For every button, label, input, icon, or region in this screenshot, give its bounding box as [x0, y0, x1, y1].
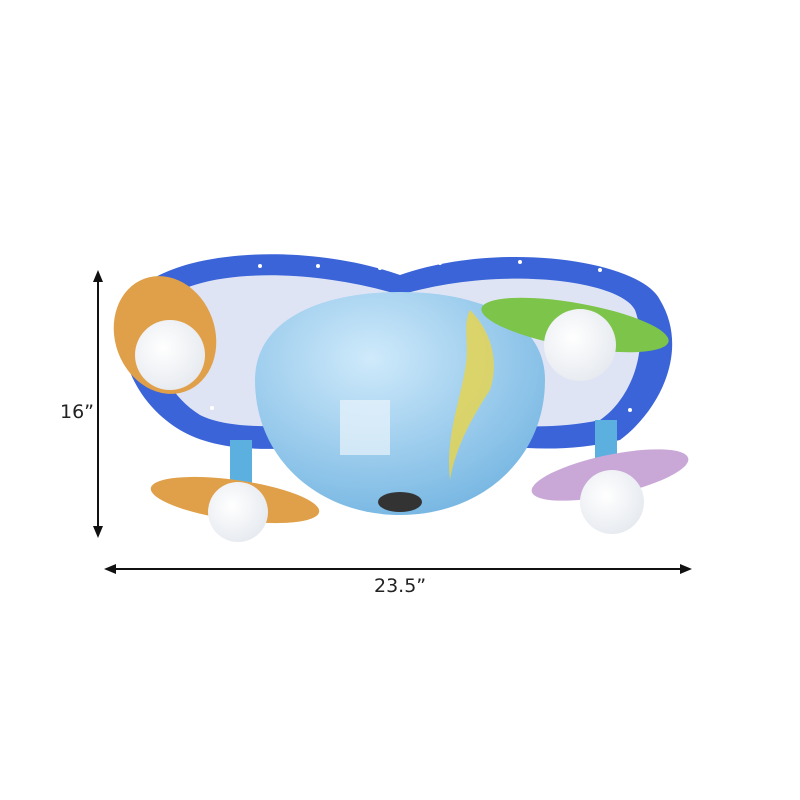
saturn-light-bottom-left: [150, 440, 320, 542]
height-label: 16”: [60, 401, 95, 423]
saturn-light-top-left: [113, 276, 217, 394]
saturn-light-top-right: [481, 297, 669, 381]
globe-shade: [255, 292, 545, 515]
width-dimension-arrow: [104, 564, 692, 574]
height-dimension-arrow: [93, 270, 103, 538]
saturn-light-bottom-right: [531, 420, 689, 534]
width-label: 23.5”: [374, 575, 427, 597]
